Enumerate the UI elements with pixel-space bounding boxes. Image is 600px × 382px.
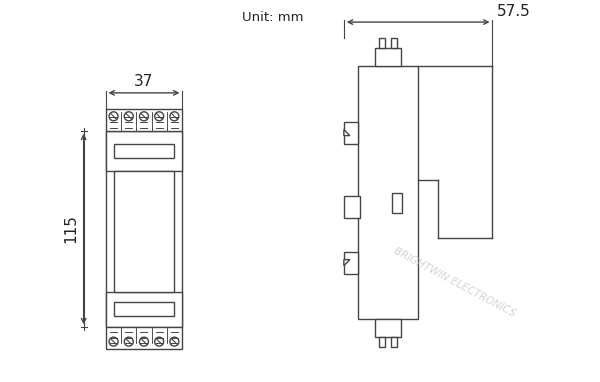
Circle shape (170, 337, 179, 346)
Bar (392, 193, 401, 213)
Bar (106, 131, 182, 327)
Bar (113, 302, 175, 316)
Bar (375, 48, 401, 66)
Bar (106, 109, 182, 131)
Bar (391, 337, 397, 347)
Circle shape (139, 112, 148, 121)
Text: Unit: mm: Unit: mm (242, 11, 304, 24)
Text: 37: 37 (134, 74, 153, 89)
Circle shape (155, 337, 164, 346)
Bar (391, 38, 397, 48)
Text: 115: 115 (64, 215, 79, 243)
Bar (344, 196, 360, 218)
Circle shape (124, 112, 133, 121)
Circle shape (109, 112, 118, 121)
Circle shape (109, 337, 118, 346)
Bar (106, 327, 182, 349)
Bar (106, 292, 182, 327)
Bar (106, 131, 182, 171)
Bar (379, 337, 385, 347)
Circle shape (155, 112, 164, 121)
Circle shape (170, 112, 179, 121)
Circle shape (124, 337, 133, 346)
Polygon shape (344, 260, 350, 265)
Bar (113, 144, 175, 158)
Bar (113, 171, 175, 292)
Bar (344, 121, 358, 144)
Bar (379, 38, 385, 48)
Circle shape (139, 337, 148, 346)
Text: 57.5: 57.5 (496, 4, 530, 19)
Text: BRIGHTWIN ELECTRONICS: BRIGHTWIN ELECTRONICS (392, 246, 517, 319)
Bar (375, 319, 401, 337)
Bar (344, 252, 358, 274)
Polygon shape (344, 129, 350, 136)
Bar (358, 66, 418, 319)
